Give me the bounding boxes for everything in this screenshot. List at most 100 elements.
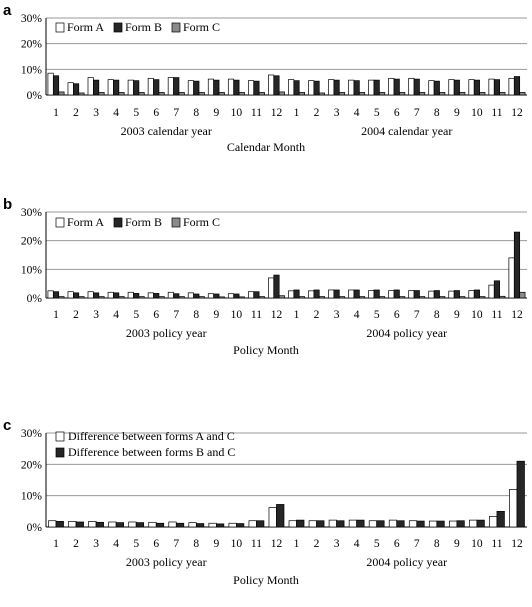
- y-tick-label: 10%: [21, 64, 43, 76]
- bar-series-1-cat-19: [408, 77, 415, 96]
- x-tick-label: 8: [434, 107, 440, 119]
- bar-series-2-cat-9: [213, 293, 220, 299]
- year-group-label: 2003 policy year: [126, 555, 207, 569]
- bar-series-1-cat-14: [308, 290, 315, 299]
- y-tick-label: 20%: [21, 236, 43, 248]
- bar-series-2-cat-17: [376, 520, 385, 528]
- x-tick-label: 3: [334, 107, 340, 119]
- bar-series-3-cat-18: [399, 92, 406, 96]
- x-tick-label: 5: [374, 538, 380, 550]
- bar-series-1-cat-19: [408, 290, 415, 299]
- legend: Form A Form B Form C: [55, 215, 220, 229]
- bar-series-3-cat-17: [379, 296, 386, 299]
- bar-series-2-cat-21: [453, 79, 460, 96]
- bar-series-3-cat-23: [499, 92, 506, 96]
- x-tick-label: 4: [113, 309, 119, 321]
- bar-series-3-cat-18: [399, 296, 406, 299]
- x-tick-label: 2: [73, 538, 79, 550]
- bar-series-2-cat-8: [193, 293, 200, 299]
- x-tick-label: 3: [334, 538, 340, 550]
- x-tick-label: 12: [511, 309, 523, 321]
- x-tick-label: 7: [173, 107, 179, 119]
- bar-series-1-cat-15: [328, 79, 335, 96]
- bar-series-3-cat-24: [519, 92, 526, 96]
- bar-series-2-cat-7: [173, 77, 180, 96]
- bar-series-1-cat-8: [187, 80, 194, 96]
- y-tick-label: 30%: [21, 428, 43, 440]
- bar-series-2-cat-12: [273, 75, 280, 96]
- bar-series-1-cat-13: [288, 520, 297, 528]
- bar-series-1-cat-16: [348, 289, 355, 299]
- bar-series-1-cat-22: [468, 79, 475, 96]
- bar-series-1-cat-5: [127, 79, 134, 96]
- legend-swatch: [113, 217, 123, 228]
- bar-series-1-cat-20: [428, 520, 438, 528]
- bar-series-1-cat-23: [488, 284, 495, 299]
- x-tick-label: 8: [434, 309, 440, 321]
- bar-series-3-cat-14: [318, 296, 326, 299]
- bar-series-2-cat-10: [236, 523, 245, 528]
- panel-label: c: [3, 417, 11, 434]
- bar-series-2-cat-12: [276, 504, 285, 528]
- bar-series-1-cat-14: [308, 520, 317, 528]
- y-tick-label: 20%: [21, 459, 43, 471]
- bar-series-1-cat-22: [468, 290, 475, 299]
- bar-series-2-cat-14: [316, 520, 325, 528]
- bar-series-2-cat-11: [253, 291, 260, 299]
- y-tick-label: 0%: [27, 90, 43, 102]
- bar-series-3-cat-12: [278, 295, 285, 299]
- bar-series-3-cat-1: [58, 91, 65, 96]
- x-tick-label: 5: [133, 107, 139, 119]
- x-tick-label: 11: [251, 107, 262, 119]
- legend-label: Difference between forms A and C: [68, 429, 235, 443]
- x-tick-label: 6: [153, 538, 159, 550]
- bar-series-1-cat-16: [348, 519, 357, 528]
- bar-series-1-cat-9: [208, 522, 217, 528]
- bar-series-2-cat-17: [373, 289, 380, 299]
- legend-label: Form B: [125, 20, 162, 34]
- bar-series-3-cat-1: [58, 296, 65, 299]
- bar-series-3-cat-3: [98, 296, 105, 299]
- bar-series-2-cat-14: [313, 80, 320, 96]
- bar-series-1-cat-1: [47, 72, 54, 96]
- year-group-label: 2004 calendar year: [361, 124, 452, 138]
- bar-series-1-cat-1: [47, 290, 54, 299]
- x-tick-label: 2: [314, 107, 320, 119]
- bar-series-2-cat-2: [73, 83, 80, 96]
- bar-series-2-cat-21: [453, 290, 460, 299]
- legend-swatch: [55, 217, 65, 228]
- bar-series-2-cat-24: [513, 76, 521, 96]
- bar-series-2-cat-12: [273, 274, 280, 299]
- chart-panel-a: a0%10%20%30%1 2 3 4 5 6 7 8 9 10 11 12 1 2 3 4 5 6 7 8 9 10 11…: [3, 2, 527, 154]
- bar-series-1-cat-18: [388, 519, 398, 528]
- bar-series-1-cat-19: [408, 520, 418, 528]
- bar-series-1-cat-7: [167, 77, 174, 96]
- bar-series-1-cat-6: [148, 521, 157, 528]
- bar-series-2-cat-13: [293, 80, 300, 96]
- x-tick-label: 10: [471, 538, 483, 550]
- chart-panel-b: b0%10%20%30%1 2 3 4 5 6 7 8 9 10 11 12 1 2 3 4 5 6 7 8 9 10 11…: [3, 196, 527, 357]
- bar-series-1-cat-15: [328, 289, 335, 299]
- bar-series-2-cat-22: [473, 79, 480, 96]
- x-tick-label: 4: [113, 538, 119, 550]
- bar-series-2-cat-15: [336, 520, 345, 528]
- legend-label: Form B: [125, 215, 162, 229]
- x-tick-label: 4: [354, 107, 360, 119]
- bar-series-2-cat-3: [93, 292, 100, 299]
- bar-series-1-cat-13: [288, 79, 295, 96]
- x-tick-label: 8: [434, 538, 440, 550]
- bar-series-2-cat-4: [113, 79, 120, 96]
- bar-series-1-cat-11: [248, 520, 257, 528]
- bar-series-2-cat-16: [353, 289, 360, 299]
- bar-series-1-cat-3: [87, 291, 94, 299]
- bar-series-2-cat-7: [173, 293, 180, 299]
- bar-series-3-cat-5: [138, 92, 145, 96]
- bar-series-3-cat-23: [499, 295, 506, 299]
- bar-series-3-cat-12: [278, 91, 285, 96]
- bar-series-1-cat-18: [388, 77, 395, 96]
- bar-series-3-cat-2: [78, 92, 85, 96]
- bar-series-3-cat-7: [178, 296, 185, 299]
- bar-series-3-cat-9: [218, 92, 225, 96]
- x-tick-label: 3: [93, 309, 99, 321]
- bar-series-2-cat-11: [256, 520, 265, 528]
